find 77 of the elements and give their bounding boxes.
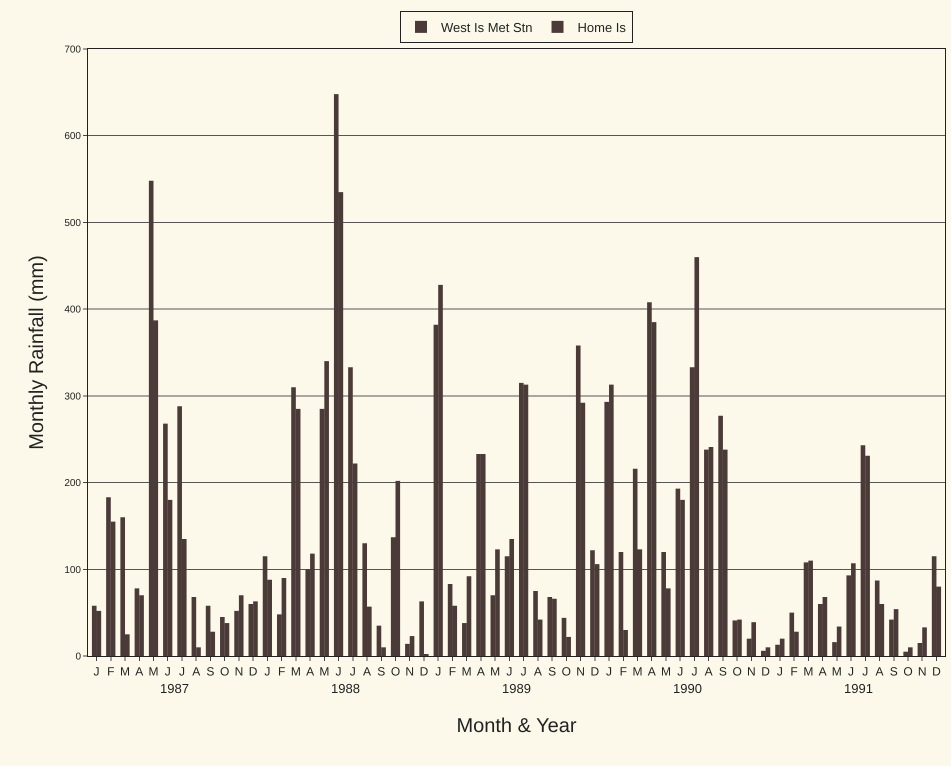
x-tick-label: D [590,664,600,678]
y-tick-label: 700 [64,44,82,56]
x-tick-label: M [462,664,472,678]
x-tick-label: J [350,664,356,678]
x-tick-label: M [120,664,130,678]
x-tick-label: J [164,664,171,678]
x-tick-label: M [832,664,842,678]
x-tick-label: M [490,664,500,678]
x-tick-label: D [420,664,429,678]
x-tick-label: J [862,664,868,678]
x-tick-label: M [803,664,814,678]
text: 1987 [160,681,189,696]
y-tick-label: 400 [64,304,82,316]
x-tick-label: J [677,664,684,678]
x-tick-label: F [790,664,798,678]
x-tick-label: O [562,664,571,678]
x-tick-label: O [390,664,400,678]
y-tick-label: 0 [75,652,82,662]
x-tick-label: J [776,664,783,678]
x-tick-label: A [363,664,372,678]
x-tick-label: J [506,664,512,678]
x-tick-label: A [876,664,884,678]
x-tick-label: N [234,664,244,678]
legend-label: Home Is [578,20,626,35]
x-tick-label: F [448,664,456,678]
x-tick-label: J [336,664,342,678]
x-tick-label: M [632,664,642,678]
x-tick-label: S [890,664,898,678]
x-tick-label: M [290,664,301,678]
x-tick-label: N [576,664,585,678]
x-tick-label: J [435,664,442,678]
x-tick-label: S [548,664,556,678]
x-tick-label: A [192,664,200,678]
x-tick-label: N [918,664,927,678]
y-tick-label: 500 [64,218,82,229]
x-tick-label: J [606,664,612,678]
x-tick-label: M [660,664,671,678]
y-tick-label: 600 [64,131,82,142]
x-tick-label: D [932,664,942,678]
x-tick-label: M [148,664,158,678]
x-tick-label: F [107,664,114,678]
x-tick-label: O [732,664,742,678]
legend-label: West Is Met Stn [441,20,533,35]
x-tick-label: J [178,664,185,678]
text: 1989 [502,681,531,696]
x-tick-label: J [520,664,527,678]
text: 1988 [331,681,360,696]
x-tick-label: O [903,664,913,678]
x-tick-label: S [206,664,214,678]
x-tick-label: F [620,664,627,678]
y-tick-label: 200 [64,478,82,490]
x-tick-label: S [718,664,727,678]
y-tick-label: 100 [64,564,82,576]
x-tick-label: A [704,664,713,678]
x-tick-label: A [818,664,827,678]
x-tick-label: A [135,664,144,678]
x-tick-label: A [476,664,485,678]
x-tick-label: D [248,664,258,678]
x-tick-label: A [534,664,542,678]
x-tick-label: A [648,664,656,678]
x-tick-label: J [94,664,100,678]
x-tick-label: S [377,664,386,678]
x-tick-label: J [848,664,854,678]
x-tick-label: J [264,664,270,678]
x-tick-label: F [278,664,286,678]
x-tick-label: M [319,664,330,678]
text: 1991 [844,681,873,696]
x-tick-label: N [747,664,756,678]
y-tick-label: 300 [64,391,82,402]
x-tick-label: J [691,664,698,678]
x-tick-label: O [220,664,230,678]
x-tick-label: D [761,664,770,678]
x-axis-title: Month & Year [456,714,577,737]
text: 1990 [673,681,702,696]
y-axis-title: Monthly Rainfall (mm) [26,255,48,450]
x-tick-label: A [306,664,314,678]
x-tick-label: N [405,664,414,678]
